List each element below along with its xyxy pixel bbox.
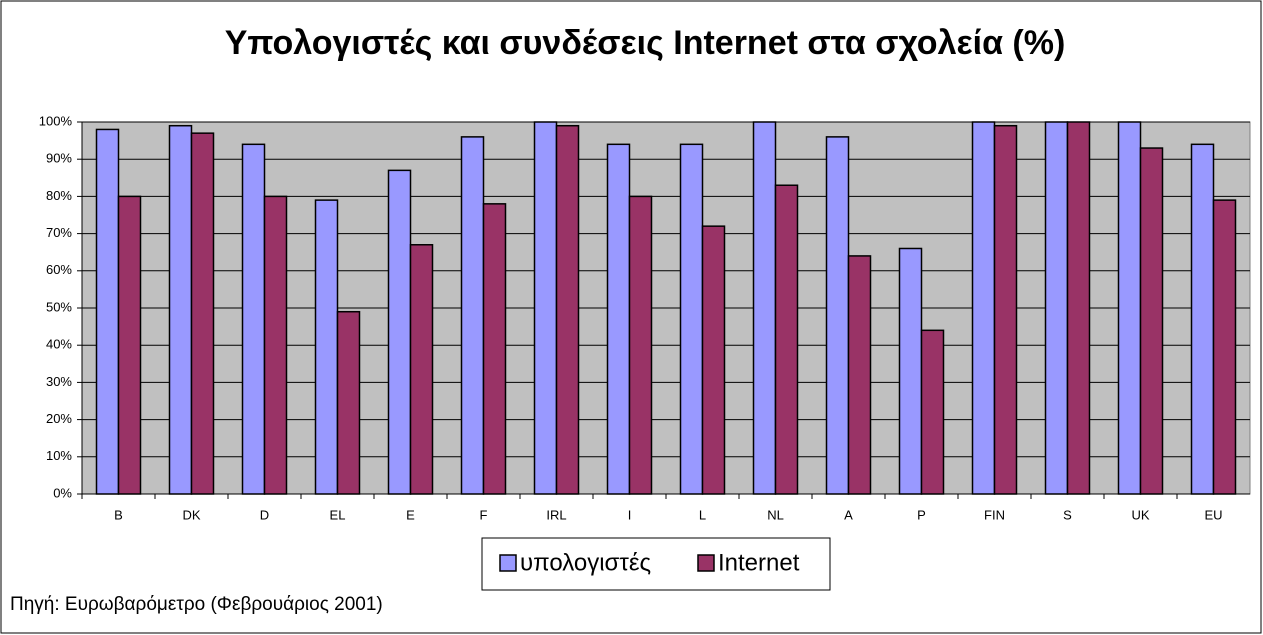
bar (752, 121, 777, 495)
x-tick-label: NL (767, 507, 784, 522)
bar (95, 128, 120, 495)
y-tick-label: 0% (53, 485, 72, 500)
y-tick-label: 90% (46, 151, 72, 166)
bar (190, 132, 215, 495)
bar (555, 124, 580, 495)
x-tick-label: B (114, 507, 123, 522)
x-tick-label: E (406, 507, 415, 522)
x-tick-label: F (480, 507, 488, 522)
x-tick-label: IRL (546, 507, 566, 522)
bar (117, 195, 142, 495)
bar (241, 143, 266, 495)
x-tick-label: S (1063, 507, 1072, 522)
bar (1139, 147, 1164, 495)
x-tick-label: I (628, 507, 632, 522)
bar (993, 124, 1018, 495)
bar (409, 244, 434, 495)
bar (1212, 199, 1237, 495)
x-tick-label: L (699, 507, 706, 522)
y-tick-label: 70% (46, 225, 72, 240)
y-tick-label: 80% (46, 188, 72, 203)
y-tick-label: 100% (39, 113, 73, 128)
x-tick-label: DK (182, 507, 200, 522)
bar (533, 121, 558, 495)
bar (847, 255, 872, 495)
bar (387, 169, 412, 495)
bar (460, 136, 485, 495)
bar (606, 143, 631, 495)
bar (263, 195, 288, 495)
legend-swatch (499, 554, 517, 572)
y-tick-label: 30% (46, 374, 72, 389)
bar (1066, 121, 1091, 495)
bar (679, 143, 704, 495)
bar (336, 310, 361, 495)
bar (1117, 121, 1142, 495)
x-tick-label: FIN (984, 507, 1005, 522)
x-tick-label: A (844, 507, 853, 522)
bar (482, 203, 507, 495)
y-tick-label: 40% (46, 337, 72, 352)
legend-label: Internet (718, 549, 800, 576)
bar (825, 136, 850, 495)
x-tick-label: EU (1204, 507, 1222, 522)
bar (701, 225, 726, 495)
bar (168, 124, 193, 495)
x-tick-label: P (917, 507, 926, 522)
x-tick-label: D (260, 507, 269, 522)
bar (971, 121, 996, 495)
legend-label: υπολογιστές (520, 549, 651, 576)
bar (920, 329, 945, 495)
y-tick-label: 60% (46, 262, 72, 277)
bar (1190, 143, 1215, 495)
bar (314, 199, 339, 495)
legend-swatch (697, 554, 715, 572)
y-tick-label: 50% (46, 299, 72, 314)
bar (1044, 121, 1069, 495)
y-tick-label: 20% (46, 411, 72, 426)
x-tick-label: EL (330, 507, 346, 522)
chart-title: Υπολογιστές και συνδέσεις Internet στα σ… (225, 24, 1066, 62)
bar (898, 247, 923, 495)
y-tick-label: 10% (46, 448, 72, 463)
x-tick-label: UK (1131, 507, 1149, 522)
source-note: Πηγή: Ευρωβαρόμετρο (Φεβρουάριος 2001) (10, 594, 383, 615)
bar (628, 195, 653, 495)
bar (774, 184, 799, 495)
legend-box (481, 537, 831, 591)
